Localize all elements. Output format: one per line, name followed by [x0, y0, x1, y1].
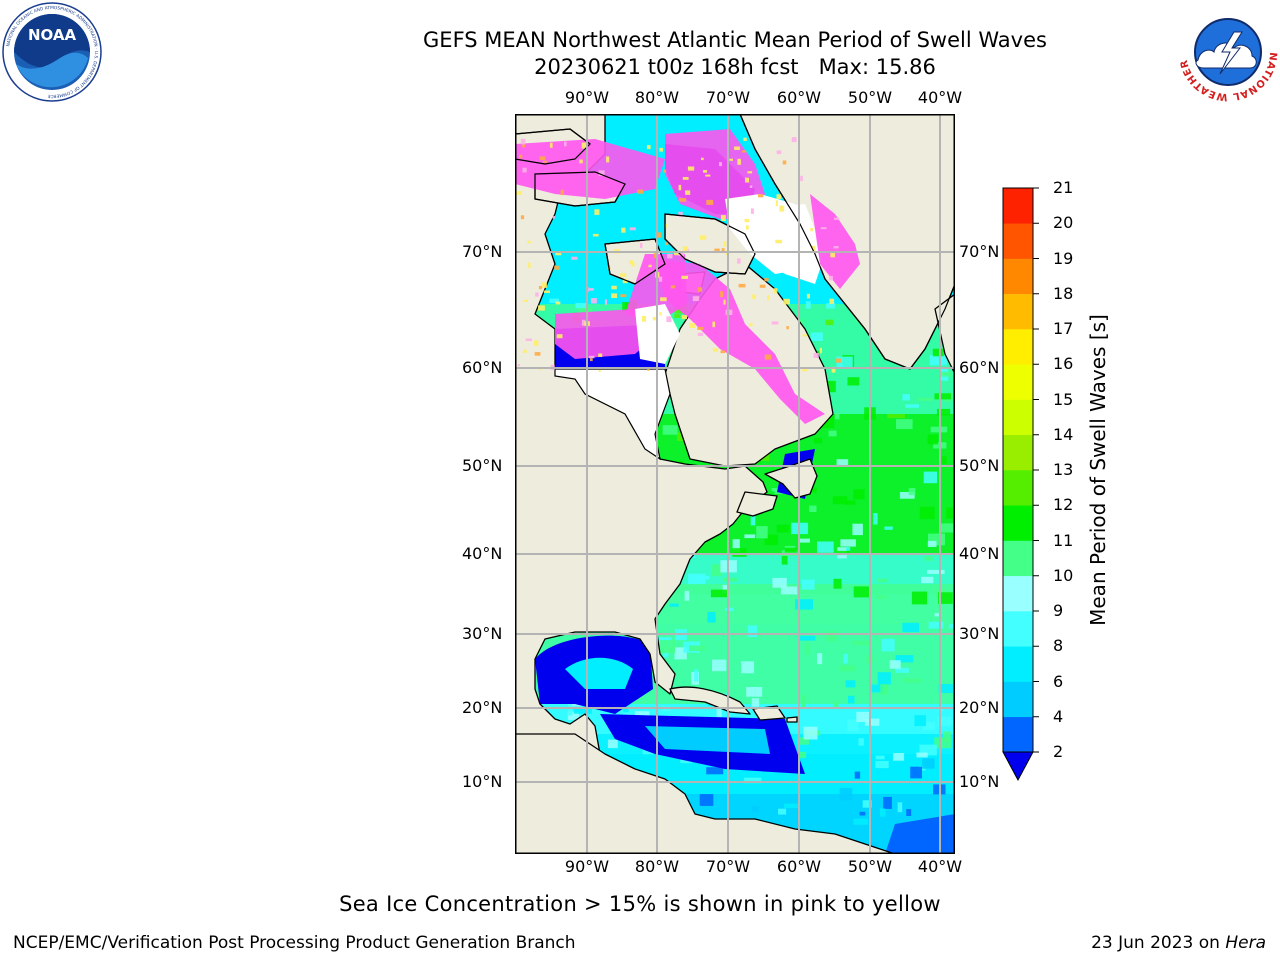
- lon-tick-top: 40°W: [917, 88, 963, 107]
- lon-tick-top: 90°W: [564, 88, 610, 107]
- lat-tick-right: 50°N: [959, 456, 1000, 475]
- lat-tick-left: 70°N: [462, 242, 503, 261]
- colorbar-segment: [1003, 188, 1033, 224]
- credit-machine: Hera: [1225, 933, 1266, 953]
- lat-tick-left: 10°N: [462, 772, 503, 791]
- colorbar-tick-label: 17: [1053, 319, 1074, 338]
- colorbar-tick-label: 8: [1053, 636, 1064, 656]
- colorbar-segment: [1003, 646, 1033, 682]
- sea-ice-footnote: Sea Ice Concentration > 15% is shown in …: [339, 892, 941, 916]
- swell-period-map: [515, 114, 955, 854]
- lon-tick-top: 50°W: [847, 88, 893, 107]
- lon-tick-bottom: 70°W: [705, 857, 751, 876]
- nws-logo: NATIONAL WEATHER SERVICE: [1178, 2, 1278, 102]
- colorbar-segment: [1003, 716, 1033, 753]
- lat-tick-right: 20°N: [959, 698, 1000, 717]
- lon-tick-top: 70°W: [705, 88, 751, 107]
- colorbar-segment: [1003, 470, 1033, 506]
- colorbar-tick-label: 13: [1053, 460, 1074, 479]
- colorbar-tick-label: 12: [1053, 495, 1074, 515]
- credit-date-text: 23 Jun 2023 on: [1091, 933, 1220, 953]
- svg-text:NOAA: NOAA: [28, 26, 77, 44]
- credit-date: 23 Jun 2023 on Hera: [1091, 933, 1266, 953]
- lon-tick-bottom: 50°W: [847, 857, 893, 876]
- noaa-logo: NOAA NATIONAL OCEANIC AND ATMOSPHERIC AD…: [2, 2, 102, 102]
- colorbar-segment: [1003, 329, 1033, 365]
- colorbar-tick-label: 14: [1053, 424, 1074, 444]
- colorbar-segment: [1003, 681, 1033, 718]
- colorbar-segment: [1003, 399, 1033, 436]
- lat-tick-right: 10°N: [959, 772, 1000, 791]
- lon-tick-top: 60°W: [776, 88, 822, 107]
- lat-tick-left: 40°N: [462, 544, 503, 563]
- lat-tick-right: 30°N: [959, 624, 1000, 643]
- map-border: [515, 114, 955, 854]
- lon-tick-bottom: 40°W: [917, 857, 963, 876]
- lat-tick-right: 60°N: [959, 358, 1000, 377]
- lat-tick-right: 70°N: [959, 242, 1000, 261]
- credit-organization: NCEP/EMC/Verification Post Processing Pr…: [13, 933, 576, 953]
- colorbar-tick-label: 19: [1053, 248, 1074, 268]
- colorbar-segment: [1003, 505, 1033, 541]
- colorbar-segment: [1003, 611, 1033, 647]
- colorbar-tick-label: 16: [1053, 354, 1074, 374]
- lat-tick-left: 20°N: [462, 698, 503, 717]
- chart-subtitle: 20230621 t00z 168h fcst Max: 15.86: [534, 55, 936, 79]
- colorbar-tick-label: 21: [1053, 178, 1074, 197]
- colorbar-tick-label: 18: [1053, 283, 1074, 303]
- colorbar-segment: [1003, 540, 1033, 577]
- colorbar-tick-label: 15: [1053, 389, 1074, 409]
- colorbar-segment: [1003, 575, 1033, 612]
- lon-tick-top: 80°W: [634, 88, 680, 107]
- colorbar-tick-label: 2: [1053, 742, 1064, 761]
- lon-tick-bottom: 80°W: [634, 857, 680, 876]
- colorbar-tick-label: 20: [1053, 213, 1074, 233]
- lat-tick-left: 60°N: [462, 358, 503, 377]
- colorbar-segment: [1003, 293, 1033, 330]
- colorbar-tick-label: 4: [1053, 706, 1064, 726]
- lat-tick-left: 50°N: [462, 456, 503, 475]
- colorbar-tick-label: 10: [1053, 565, 1074, 585]
- colorbar-label: Mean Period of Swell Waves [s]: [1086, 314, 1110, 626]
- sea-ice-field: [515, 114, 955, 461]
- colorbar-under-arrow: [1002, 751, 1034, 782]
- colorbar-tick-label: 9: [1053, 601, 1064, 620]
- lat-tick-left: 30°N: [462, 624, 503, 643]
- colorbar-segment: [1003, 364, 1033, 400]
- lat-tick-right: 40°N: [959, 544, 1000, 563]
- chart-title: GEFS MEAN Northwest Atlantic Mean Period…: [423, 28, 1047, 52]
- colorbar-segment: [1003, 258, 1033, 295]
- colorbar-tick-label: 6: [1053, 671, 1064, 691]
- colorbar-tick-label: 11: [1053, 530, 1074, 550]
- colorbar-segment: [1003, 223, 1033, 259]
- graticule: [515, 114, 955, 854]
- lon-tick-bottom: 90°W: [564, 857, 610, 876]
- lon-tick-bottom: 60°W: [776, 857, 822, 876]
- colorbar: [1002, 187, 1039, 782]
- colorbar-segment: [1003, 434, 1033, 471]
